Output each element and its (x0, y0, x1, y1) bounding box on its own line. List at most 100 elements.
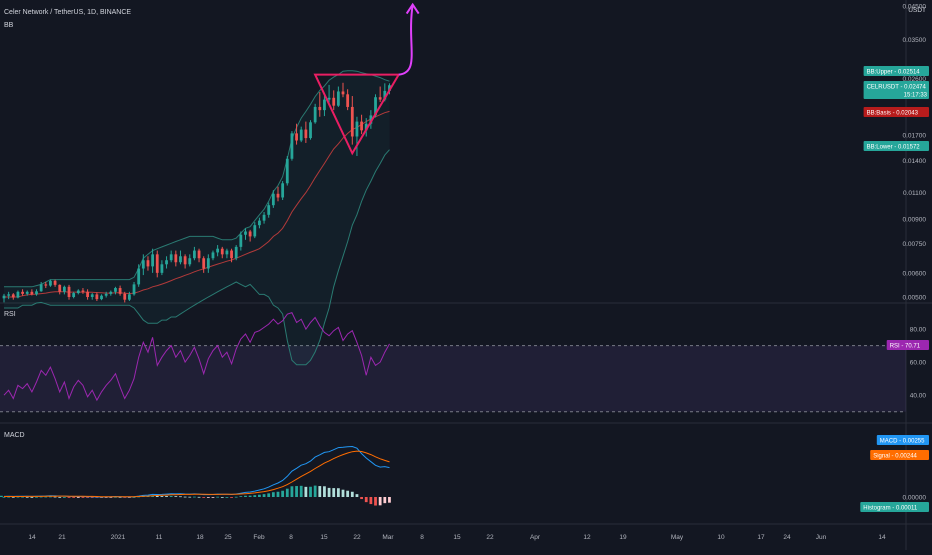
price-tick-label: 0.00600 (903, 270, 927, 277)
candle (304, 121, 308, 143)
macd-histogram-bar (258, 494, 261, 497)
macd-histogram-bar (53, 496, 57, 498)
candle-body (202, 258, 206, 269)
candle (53, 279, 57, 287)
candle (146, 256, 150, 271)
macd-histogram-bar (360, 497, 363, 500)
time-tick-label: 8 (289, 534, 293, 541)
candle (44, 281, 48, 289)
candle-body (127, 294, 131, 300)
candle-body (290, 133, 294, 159)
candle-body (137, 268, 141, 285)
candle-body (220, 248, 224, 255)
candle (244, 228, 247, 240)
candle-body (62, 286, 66, 292)
triangle-pattern[interactable] (313, 73, 401, 156)
candle (169, 250, 173, 263)
macd-histogram-bar (25, 496, 29, 498)
candle-body (193, 250, 196, 259)
time-tick-label: 15 (320, 534, 328, 541)
macd-histogram-bar (295, 486, 298, 497)
candle-body (211, 252, 215, 259)
badge-background (863, 141, 929, 151)
macd-histogram-bar (109, 497, 113, 498)
macd-histogram-bar (44, 496, 48, 498)
macd-histogram-bar (313, 485, 317, 497)
candle (118, 285, 122, 296)
time-tick-label: May (671, 534, 684, 541)
macd-histogram-bar (179, 496, 182, 498)
price-tick-label: 0.00900 (903, 217, 927, 224)
badge-text: BB:Upper - 0.02514 (867, 70, 921, 76)
time-tick-label: Jun (816, 534, 827, 541)
candle-body (183, 256, 187, 265)
bb-indicator-label[interactable]: BB (4, 22, 14, 29)
macd-histogram-bar (304, 486, 308, 497)
candle-body (304, 129, 308, 139)
candle (332, 90, 336, 111)
time-tick-label: 15 (453, 534, 461, 541)
macd-histogram-bar (90, 497, 94, 498)
candle (262, 211, 266, 224)
candle (295, 123, 298, 145)
candle (174, 250, 178, 267)
price-tick-label: 0.02600 (903, 76, 927, 83)
candle (346, 89, 350, 111)
candle (355, 116, 359, 156)
macd-histogram-bar (378, 497, 382, 506)
candle (193, 246, 196, 261)
time-tick-label: 22 (486, 534, 494, 541)
candle-body (388, 85, 391, 91)
candle-body (123, 293, 127, 300)
candle (7, 291, 11, 300)
badge-background (860, 502, 929, 512)
candle (137, 264, 141, 287)
bb-lower-line (4, 149, 390, 366)
candle (62, 285, 66, 295)
price-tick-label: 0.01100 (903, 190, 926, 197)
macd-histogram-bar (309, 486, 312, 497)
badge-text: BB:Basis - 0.02043 (867, 111, 919, 117)
macd-histogram-bar (276, 491, 280, 497)
badge-background (863, 66, 929, 76)
candle (313, 103, 317, 124)
time-tick-label: 10 (717, 534, 725, 541)
macd-histogram-bar (39, 496, 43, 498)
candle (86, 289, 89, 300)
projection-arrow[interactable] (398, 4, 414, 76)
time-layer: 14 21 2021 11 18 25 Feb 8 15 22 Mar 8 15 22 Apr 12 19 May… (28, 534, 886, 541)
candle (58, 284, 62, 295)
macd-histogram-bar (81, 497, 85, 498)
candle (299, 126, 303, 143)
candle-body (341, 91, 345, 95)
macd-histogram-bar (267, 493, 271, 497)
candle-body (374, 97, 377, 116)
macd-histogram-bar (0, 495, 3, 497)
badge-text: RSI - 70.71 (890, 344, 921, 350)
macd-histogram-bar (72, 497, 76, 498)
candle-body (197, 250, 201, 259)
macd-histogram-bar (225, 497, 229, 498)
candle-body (39, 284, 43, 292)
macd-histogram-bar (332, 488, 336, 497)
rsi-layer (3, 311, 390, 402)
macd-histogram-bar (30, 497, 34, 498)
candle (281, 181, 285, 201)
price-tick-label: 0.00500 (903, 295, 927, 302)
macd-histogram-bar (216, 496, 220, 498)
rsi-indicator-label[interactable]: RSI (4, 311, 16, 318)
macd-histogram-bar (211, 497, 215, 498)
candle (267, 202, 271, 218)
candle (104, 291, 108, 298)
candle (276, 186, 280, 202)
candle-body (44, 284, 48, 286)
candle-body (271, 193, 275, 206)
macd-histogram-bar (285, 488, 289, 497)
candle-body (225, 250, 229, 255)
macd-indicator-label[interactable]: MACD (4, 432, 25, 439)
macd-histogram-bar (323, 486, 326, 497)
candles-layer (2, 82, 391, 303)
macd-histogram-bar (248, 495, 252, 497)
